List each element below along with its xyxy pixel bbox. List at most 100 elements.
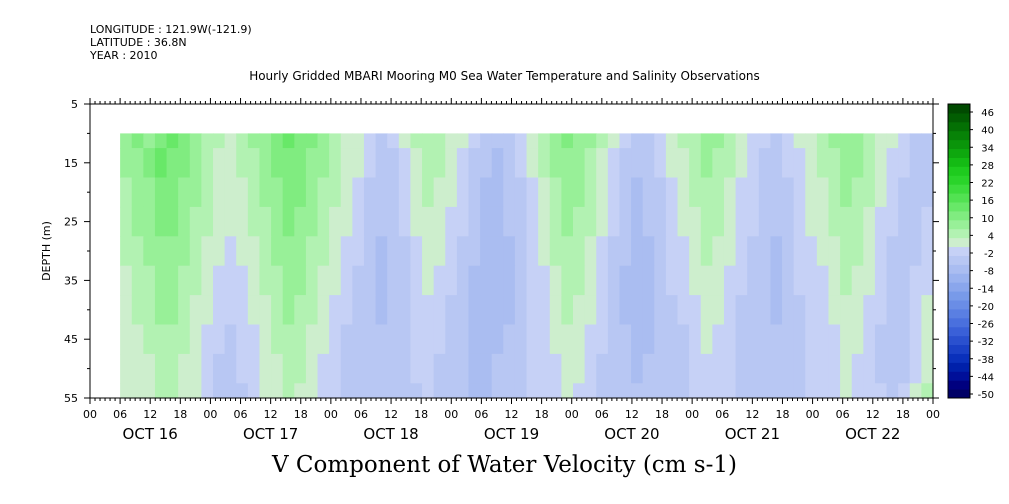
heatmap-cell	[491, 383, 504, 399]
heatmap-cell	[665, 324, 679, 355]
heatmap-cell	[851, 133, 864, 149]
heatmap-cell	[874, 177, 888, 208]
heatmap-cell	[816, 177, 830, 208]
heatmap-cell	[143, 324, 156, 355]
heatmap-cell	[584, 265, 597, 296]
heatmap-cell	[909, 177, 922, 208]
heatmap-cell	[677, 295, 690, 326]
heatmap-cell	[747, 133, 760, 149]
heatmap-cell	[874, 353, 888, 384]
heatmap-cell	[723, 177, 737, 208]
x-hour-label: 06	[234, 408, 248, 421]
heatmap-cell	[596, 236, 609, 267]
heatmap-cell	[828, 295, 841, 326]
heatmap-cell	[236, 265, 249, 296]
heatmap-cell	[294, 295, 307, 326]
heatmap-cell	[329, 133, 342, 149]
heatmap-cell	[677, 133, 690, 149]
heatmap-cell	[607, 295, 621, 326]
heatmap-cell	[445, 148, 458, 179]
heatmap-cell	[422, 324, 435, 355]
heatmap-cell	[712, 324, 725, 355]
heatmap-cell	[120, 265, 133, 296]
colorbar-swatch	[948, 362, 970, 372]
heatmap-cell	[480, 265, 493, 296]
heatmap-cell	[549, 148, 562, 179]
heatmap-cell	[271, 383, 284, 399]
heatmap-cell	[758, 295, 772, 326]
heatmap-cell	[456, 148, 470, 179]
x-hour-label: 00	[203, 408, 217, 421]
x-hour-label: 00	[806, 408, 820, 421]
heatmap-cell	[189, 206, 202, 237]
heatmap-cell	[561, 133, 574, 149]
heatmap-cell	[596, 206, 609, 237]
x-date-label: OCT 20	[604, 425, 659, 443]
heatmap-cell	[642, 177, 655, 208]
heatmap-cell	[538, 295, 551, 326]
x-hour-label: 00	[444, 408, 458, 421]
heatmap-cell	[886, 206, 899, 237]
heatmap-cell	[886, 133, 899, 149]
heatmap-cell	[573, 353, 586, 384]
heatmap-cell	[468, 295, 481, 326]
heatmap-cell	[863, 295, 876, 326]
colorbar-label: -44	[978, 372, 994, 383]
heatmap-cell	[282, 177, 295, 208]
heatmap-cell	[201, 148, 214, 179]
heatmap-cell	[131, 265, 144, 296]
heatmap-cell	[363, 148, 377, 179]
x-hour-label: 00	[685, 408, 699, 421]
y-tick-label: 5	[71, 98, 78, 111]
heatmap-cell	[143, 206, 156, 237]
x-date-label: OCT 19	[484, 425, 539, 443]
heatmap-cell	[642, 383, 655, 399]
heatmap-cell	[166, 133, 179, 149]
heatmap-cell	[154, 206, 168, 237]
x-date-label: OCT 21	[725, 425, 780, 443]
heatmap-cell	[642, 148, 655, 179]
heatmap-cell	[584, 177, 597, 208]
heatmap-cell	[433, 383, 446, 399]
heatmap-cell	[480, 148, 493, 179]
heatmap-cell	[654, 133, 667, 149]
heatmap-cell	[375, 383, 388, 399]
heatmap-cell	[898, 148, 911, 179]
heatmap-cell	[573, 265, 586, 296]
x-hour-label: 18	[173, 408, 187, 421]
heatmap-cell	[793, 236, 806, 267]
heatmap-cell	[445, 206, 458, 237]
colorbar-label: -38	[978, 355, 994, 366]
heatmap-cell	[909, 383, 922, 399]
heatmap-cell	[573, 177, 586, 208]
heatmap-cell	[480, 133, 493, 149]
x-minor-ticks	[89, 98, 934, 404]
heatmap-cell	[793, 265, 806, 296]
heatmap-cell	[375, 324, 388, 355]
x-date-label: OCT 22	[845, 425, 900, 443]
heatmap-cell	[700, 383, 713, 399]
heatmap-cell	[619, 353, 632, 384]
heatmap-cell	[363, 353, 377, 384]
heatmap-cell	[584, 383, 597, 399]
heatmap-cell	[363, 206, 377, 237]
heatmap-cell	[317, 265, 330, 296]
heatmap-cell	[398, 148, 412, 179]
heatmap-cell	[874, 236, 888, 267]
heatmap-cell	[410, 295, 423, 326]
heatmap-cell	[480, 383, 493, 399]
heatmap-cell	[770, 324, 783, 355]
heatmap-cell	[468, 236, 481, 267]
heatmap-cell	[340, 177, 353, 208]
heatmap-cell	[840, 177, 853, 208]
colorbar-swatch	[948, 157, 970, 167]
heatmap-cell	[770, 133, 783, 149]
heatmap-cell	[561, 265, 574, 296]
heatmap-cell	[851, 177, 864, 208]
colorbar-swatch	[948, 344, 970, 354]
heatmap-cell	[805, 295, 818, 326]
heatmap-cell	[538, 353, 551, 384]
heatmap-cell	[631, 324, 644, 355]
colorbar-label: -26	[978, 320, 994, 331]
heatmap-cell	[526, 236, 539, 267]
